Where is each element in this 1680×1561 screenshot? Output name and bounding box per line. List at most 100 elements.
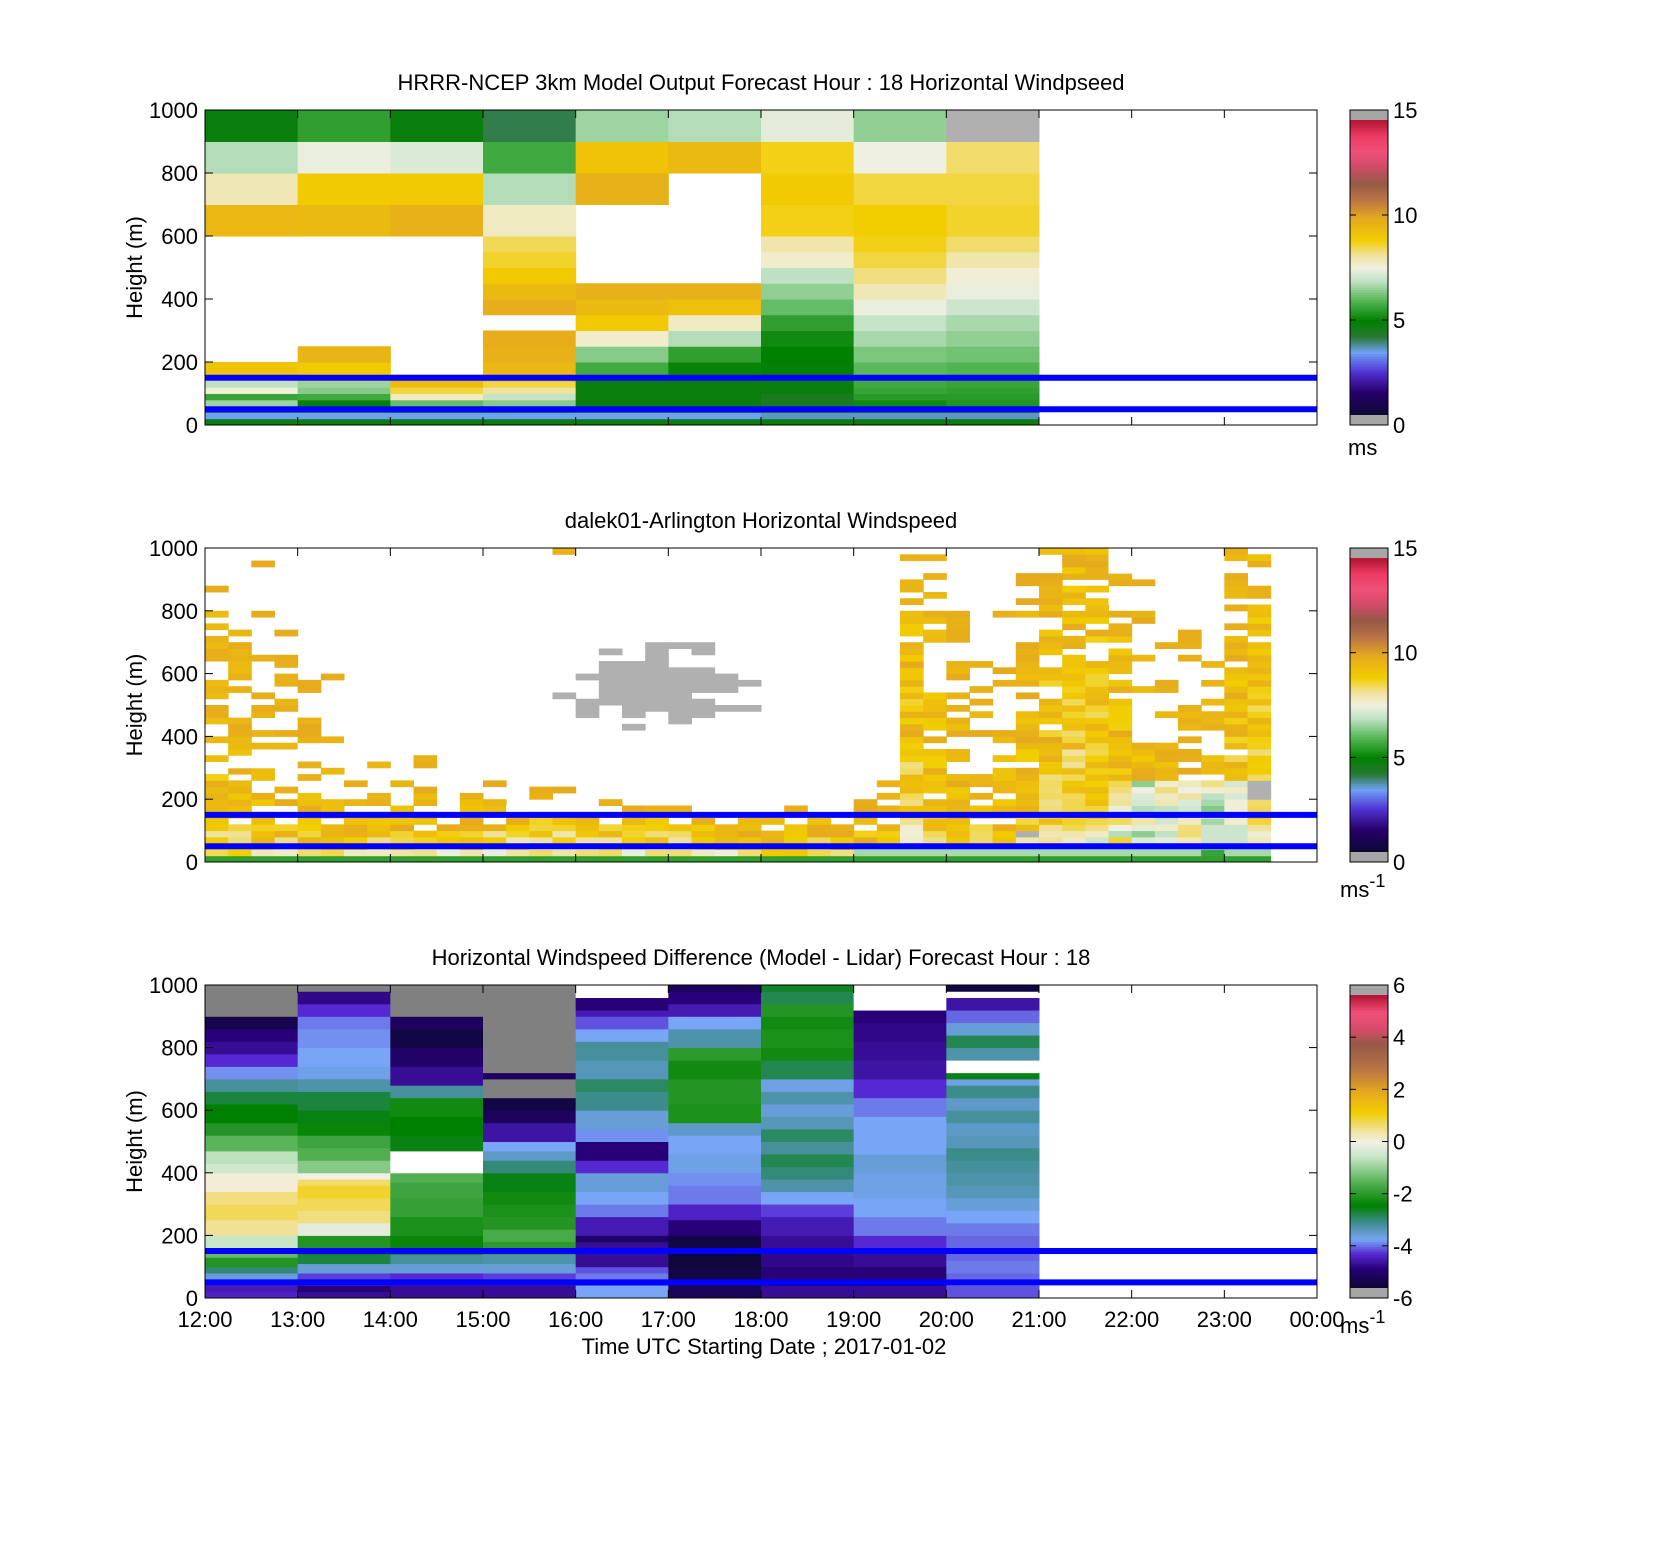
heatmap-cell	[1224, 849, 1248, 857]
colorbar-segment	[1350, 309, 1388, 313]
heatmap-cell	[946, 755, 970, 763]
colorbar-segment	[1350, 709, 1388, 713]
heatmap-cell	[1224, 648, 1248, 656]
heatmap-cell	[575, 1016, 669, 1030]
heatmap-cell	[807, 836, 831, 844]
heatmap-cell	[946, 251, 1040, 268]
heatmap-cell	[622, 705, 646, 712]
heatmap-cell	[506, 805, 530, 813]
colorbar-segment	[1350, 722, 1388, 726]
heatmap-cell	[1015, 824, 1040, 832]
heatmap-cell	[575, 1160, 669, 1174]
heatmap-cell	[1108, 711, 1133, 719]
heatmap-cell	[946, 1035, 1040, 1049]
heatmap-cell	[598, 679, 623, 687]
heatmap-cell	[668, 667, 692, 675]
heatmap-cell	[228, 836, 252, 844]
y-tick-label: 800	[161, 161, 198, 186]
heatmap-cell	[1062, 661, 1086, 668]
heatmap-cell	[251, 799, 275, 806]
heatmap-cell	[205, 141, 299, 174]
heatmap-cell	[228, 748, 252, 756]
heatmap-cell	[274, 761, 299, 769]
y-tick-label: 200	[161, 350, 198, 375]
heatmap-cell	[1062, 598, 1086, 606]
colorbar-segment	[1350, 348, 1388, 352]
colorbar-segment	[1350, 333, 1388, 337]
heatmap-cell	[1039, 673, 1063, 681]
heatmap-cell	[946, 1122, 1040, 1136]
heatmap-cell	[761, 1103, 855, 1117]
heatmap-cell	[1178, 736, 1202, 744]
heatmap-cell	[228, 830, 252, 838]
colorbar-tick-label: 15	[1393, 536, 1417, 561]
colorbar-segment	[1350, 638, 1388, 642]
heatmap-cell	[737, 679, 762, 687]
colorbar-segment	[1350, 277, 1388, 281]
heatmap-cell	[506, 836, 530, 844]
heatmap-cell	[297, 824, 322, 832]
heatmap-cell	[320, 855, 345, 863]
heatmap-cell	[1062, 717, 1086, 725]
heatmap-cell	[1247, 818, 1272, 825]
heatmap-cell	[1108, 824, 1133, 832]
colorbar-segment	[1350, 410, 1388, 414]
heatmap-cell	[1039, 610, 1063, 618]
colorbar-segment	[1350, 597, 1388, 601]
heatmap-cell	[251, 761, 275, 769]
y-tick-label: 200	[161, 787, 198, 812]
heatmap-cell	[598, 648, 623, 656]
heatmap-cell	[1224, 623, 1248, 631]
heatmap-cell	[923, 736, 947, 744]
heatmap-cell	[575, 299, 669, 316]
heatmap-cell	[1015, 780, 1040, 788]
heatmap-cell	[1062, 623, 1086, 631]
colorbar-segment	[1350, 795, 1388, 799]
heatmap-cell	[575, 1216, 669, 1236]
heatmap-cell	[575, 824, 600, 832]
heatmap-cell	[575, 412, 669, 420]
heatmap-cell	[228, 767, 252, 775]
colorbar-segment	[1350, 1048, 1388, 1052]
colorbar-segment	[1350, 849, 1388, 853]
heatmap-cell	[1085, 679, 1109, 687]
heatmap-cell	[297, 836, 322, 844]
heatmap-cell	[946, 836, 970, 844]
heatmap-cell	[228, 667, 252, 675]
heatmap-cell	[297, 686, 322, 693]
heatmap-cell	[900, 780, 924, 788]
colorbar-segment	[1350, 1278, 1388, 1282]
colorbar-segment	[1350, 1178, 1388, 1182]
colorbar-segment	[1350, 1275, 1388, 1279]
heatmap-cell	[575, 818, 600, 825]
heatmap-cell	[923, 573, 947, 580]
heatmap-cell	[1178, 748, 1202, 756]
heatmap-cell	[853, 548, 878, 555]
heatmap-cell	[853, 566, 878, 574]
heatmap-cell	[691, 818, 716, 825]
heatmap-cell	[205, 362, 299, 376]
heatmap-cell	[1201, 818, 1225, 825]
heatmap-cell	[714, 836, 739, 844]
heatmap-cell	[251, 692, 275, 700]
heatmap-cell	[969, 805, 994, 813]
heatmap-cell	[1154, 774, 1179, 781]
colorbar-segment	[1350, 223, 1388, 227]
heatmap-cell	[923, 717, 947, 725]
heatmap-cell	[691, 648, 716, 656]
heatmap-cell	[1039, 717, 1063, 725]
heatmap-cell	[969, 686, 994, 693]
colorbar-segment	[1350, 292, 1388, 296]
heatmap-cell	[1224, 780, 1248, 788]
heatmap-cell	[1039, 742, 1063, 750]
heatmap-cell	[946, 299, 1040, 316]
heatmap-cell	[274, 849, 299, 857]
colorbar-segment	[1350, 793, 1388, 797]
heatmap-cell	[1154, 642, 1179, 649]
heatmap-cell	[784, 836, 808, 844]
heatmap-cell	[413, 830, 438, 838]
heatmap-cell	[251, 730, 275, 737]
heatmap-cell	[297, 991, 391, 1005]
heatmap-cell	[1108, 705, 1133, 712]
